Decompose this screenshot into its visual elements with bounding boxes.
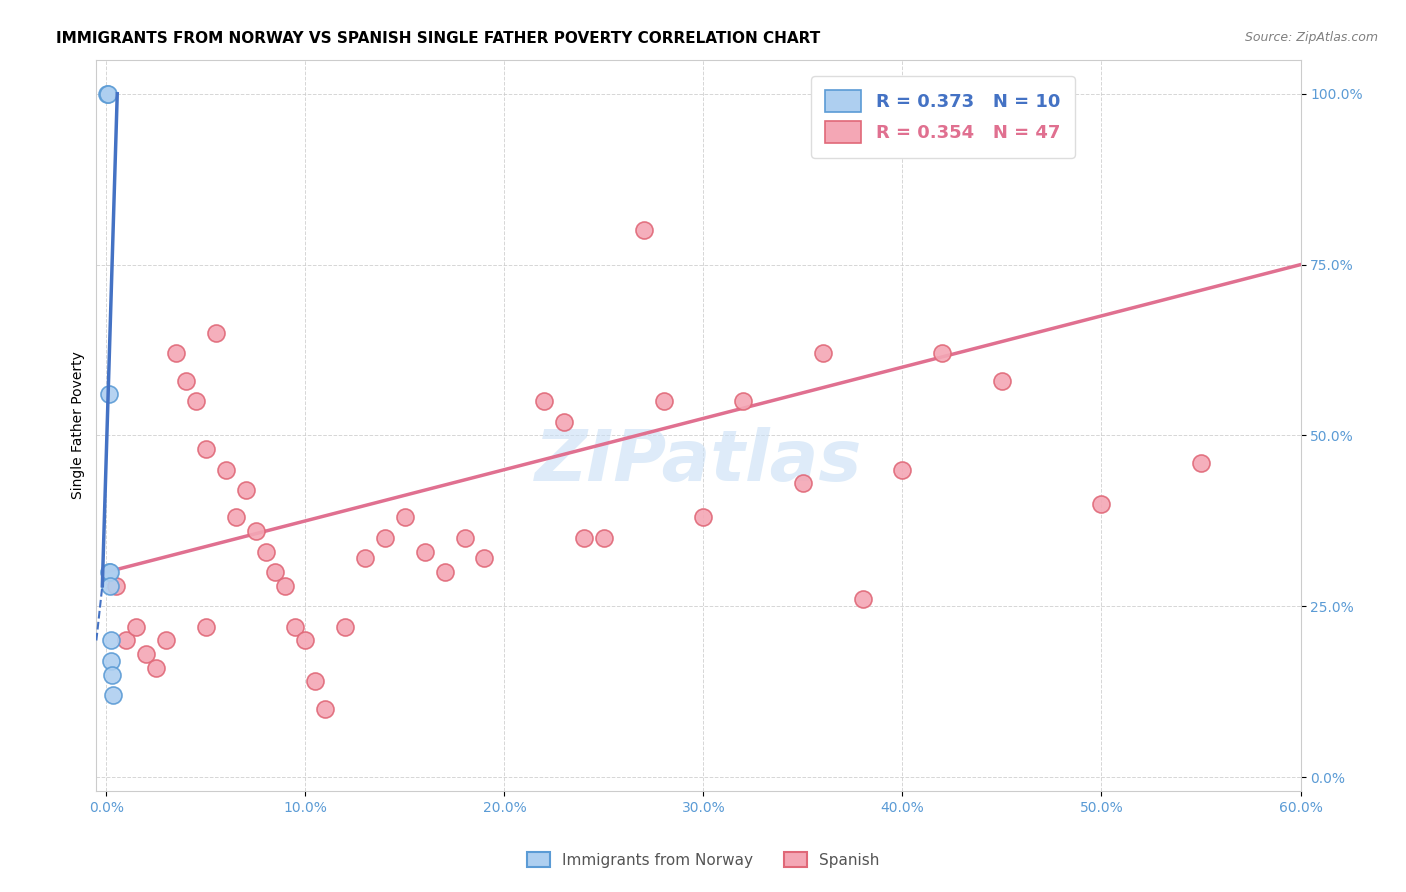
Point: [194, 442, 217, 457]
Point: [314, 702, 336, 716]
Point: [264, 565, 287, 579]
Point: [225, 510, 247, 524]
Point: [304, 674, 326, 689]
Point: [155, 633, 177, 648]
Point: [931, 346, 953, 360]
Point: [394, 510, 416, 524]
Point: [991, 374, 1014, 388]
Point: [135, 647, 157, 661]
Point: [174, 374, 197, 388]
Point: [125, 620, 148, 634]
Point: [633, 223, 655, 237]
Point: [215, 463, 238, 477]
Point: [572, 531, 595, 545]
Text: ZIPatlas: ZIPatlas: [534, 427, 862, 496]
Point: [274, 579, 297, 593]
Point: [474, 551, 496, 566]
Point: [354, 551, 377, 566]
Point: [333, 620, 356, 634]
Point: [98, 565, 121, 579]
Point: [374, 531, 396, 545]
Point: [97, 387, 120, 401]
Point: [433, 565, 456, 579]
Point: [792, 476, 814, 491]
Point: [1189, 456, 1212, 470]
Point: [413, 544, 436, 558]
Point: [101, 667, 124, 681]
Point: [98, 565, 121, 579]
Text: Source: ZipAtlas.com: Source: ZipAtlas.com: [1244, 31, 1378, 45]
Y-axis label: Single Father Poverty: Single Father Poverty: [72, 351, 86, 500]
Point: [115, 633, 138, 648]
Point: [811, 346, 834, 360]
Point: [96, 87, 118, 101]
Legend: Immigrants from Norway, Spanish: Immigrants from Norway, Spanish: [519, 844, 887, 875]
Point: [100, 654, 122, 668]
Point: [284, 620, 307, 634]
Point: [652, 394, 675, 409]
Point: [294, 633, 316, 648]
Point: [891, 463, 914, 477]
Legend: R = 0.373   N = 10, R = 0.354   N = 47: R = 0.373 N = 10, R = 0.354 N = 47: [811, 76, 1074, 158]
Point: [97, 87, 120, 101]
Point: [852, 592, 875, 607]
Point: [194, 620, 217, 634]
Point: [184, 394, 207, 409]
Point: [245, 524, 267, 538]
Point: [235, 483, 257, 497]
Point: [101, 688, 124, 702]
Point: [145, 661, 167, 675]
Point: [533, 394, 555, 409]
Point: [692, 510, 714, 524]
Point: [254, 544, 277, 558]
Point: [553, 415, 575, 429]
Point: [204, 326, 226, 340]
Point: [593, 531, 616, 545]
Point: [105, 579, 128, 593]
Point: [98, 579, 121, 593]
Point: [100, 633, 122, 648]
Point: [1090, 497, 1112, 511]
Point: [733, 394, 755, 409]
Point: [165, 346, 187, 360]
Point: [453, 531, 475, 545]
Text: IMMIGRANTS FROM NORWAY VS SPANISH SINGLE FATHER POVERTY CORRELATION CHART: IMMIGRANTS FROM NORWAY VS SPANISH SINGLE…: [56, 31, 821, 46]
